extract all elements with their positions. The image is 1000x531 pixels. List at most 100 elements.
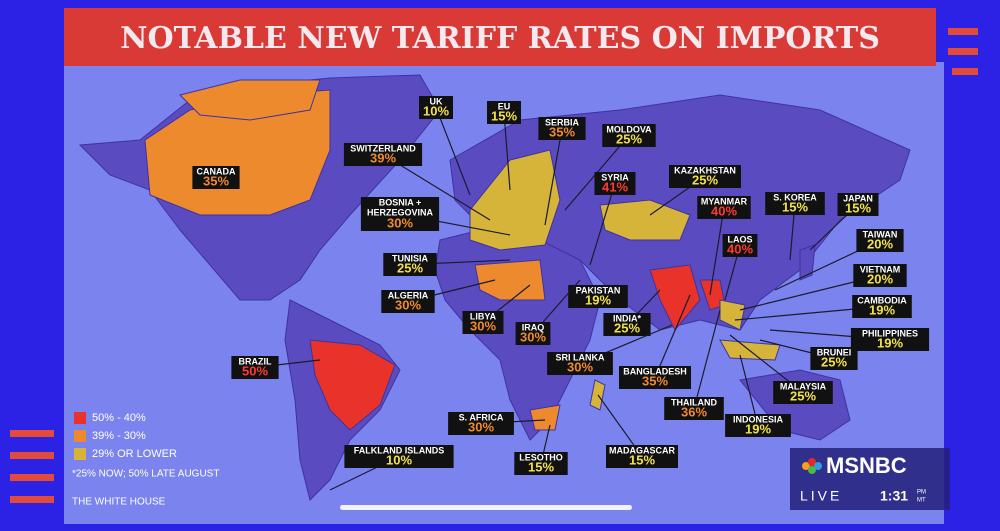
leader-line <box>693 309 721 409</box>
label-box <box>419 96 453 119</box>
footnote: *25% NOW; 50% LATE AUGUST <box>72 469 219 480</box>
leader-line <box>709 207 725 296</box>
network-bug: MSNBC LIVE 1:31 PM MT <box>790 448 950 510</box>
tariff-rate: 39% <box>370 150 396 165</box>
tariff-rate: 15% <box>629 452 655 467</box>
country-name: TAIWAN <box>863 229 898 239</box>
clock-zone: MT <box>917 498 926 504</box>
stripes <box>10 28 978 503</box>
legend: 50% - 40% 39% - 30% 29% OR LOWER <box>74 412 177 460</box>
country-name: SWITZERLAND <box>350 143 416 153</box>
tariff-rate: 30% <box>470 318 496 333</box>
label-box <box>192 166 240 189</box>
country-name: MADAGASCAR <box>609 445 675 455</box>
country-name: ALGERIA <box>388 290 429 300</box>
leader-line <box>589 183 616 266</box>
label-box <box>487 101 521 124</box>
country-name: IRAQ <box>522 322 545 332</box>
tariff-rate: 25% <box>692 172 718 187</box>
country-name: VIETNAM <box>860 264 901 274</box>
country-name: JAPAN <box>843 193 873 203</box>
label-box <box>722 234 758 257</box>
country-name: THAILAND <box>671 397 717 407</box>
country-name: HERZEGOVINA <box>367 207 434 217</box>
label-box <box>725 414 791 437</box>
tariff-rate: 15% <box>528 459 554 474</box>
tariff-rate: 30% <box>468 419 494 434</box>
country-name: S. KOREA <box>773 192 817 202</box>
tariff-rate: 30% <box>520 329 546 344</box>
country-name: CANADA <box>197 166 236 176</box>
legend-label: 50% - 40% <box>92 412 146 424</box>
country-name: KAZAKHSTAN <box>674 165 736 175</box>
country-name: BRAZIL <box>239 356 272 366</box>
country-name: EU <box>498 101 511 111</box>
country-name: PAKISTAN <box>576 285 621 295</box>
tariff-rate: 19% <box>745 421 771 436</box>
legend-swatch <box>74 448 86 460</box>
header-band <box>64 8 936 66</box>
label-box <box>343 143 423 166</box>
tariff-rate: 19% <box>877 335 903 350</box>
label-box <box>837 193 879 216</box>
tariff-rate: 35% <box>203 173 229 188</box>
label-box <box>603 313 651 336</box>
country-name: INDIA* <box>613 313 641 323</box>
country-name: MOLDOVA <box>606 124 652 134</box>
label-box <box>594 172 636 195</box>
tariff-rate: 20% <box>867 271 893 286</box>
country-name: LESOTHO <box>519 452 563 462</box>
legend-label: 39% - 30% <box>92 430 146 442</box>
tariff-rate: 50% <box>242 363 268 378</box>
country-name: MALAYSIA <box>780 381 827 391</box>
country-name: LAOS <box>727 234 752 244</box>
label-box <box>664 397 724 420</box>
country-name: SERBIA <box>545 117 580 127</box>
tariff-rate: 19% <box>869 302 895 317</box>
label-box <box>852 295 912 318</box>
label-box <box>850 328 930 351</box>
country-name: FALKLAND ISLANDS <box>354 445 445 455</box>
country-name: BOSNIA + <box>379 197 421 207</box>
label-box <box>606 445 678 468</box>
tariff-rate: 25% <box>790 388 816 403</box>
scroll-bar <box>340 505 632 510</box>
country-name: PHILIPPINES <box>862 328 918 338</box>
country-name: MYANMAR <box>701 196 748 206</box>
label-box <box>619 366 691 389</box>
tariff-rate: 15% <box>845 200 871 215</box>
tariff-rate: 30% <box>387 215 413 230</box>
tariff-rate: 20% <box>867 236 893 251</box>
label-box <box>381 290 435 313</box>
tariff-rate: 41% <box>602 179 628 194</box>
leader-line <box>503 112 511 191</box>
country-name: TUNISIA <box>392 253 429 263</box>
tariff-rate: 19% <box>585 292 611 307</box>
tariff-rate: 35% <box>642 373 668 388</box>
country-name: CAMBODIA <box>857 295 907 305</box>
label-box <box>547 352 613 375</box>
clock-ampm: PM <box>917 490 926 496</box>
label-box <box>568 285 628 308</box>
title: NOTABLE NEW TARIFF RATES ON IMPORTS <box>120 21 880 56</box>
highlighted-countries <box>144 79 781 431</box>
country-name: LIBYA <box>470 311 497 321</box>
label-box <box>810 347 858 370</box>
leader-line <box>435 107 471 196</box>
label-box <box>462 311 504 334</box>
clock-time: 1:31 <box>880 488 908 504</box>
label-box <box>669 165 741 188</box>
network-name: MSNBC <box>826 453 907 478</box>
label-box <box>538 117 586 140</box>
leader-line <box>739 354 759 426</box>
label-box <box>602 124 656 147</box>
label-box <box>515 322 551 345</box>
legend-label: 29% OR LOWER <box>92 448 177 460</box>
source: THE WHITE HOUSE <box>72 497 166 508</box>
tariff-rate: 15% <box>491 108 517 123</box>
tariff-rate: 10% <box>386 452 412 467</box>
country-name: INDONESIA <box>733 414 784 424</box>
label-box <box>344 445 454 468</box>
live-label: LIVE <box>800 488 842 504</box>
